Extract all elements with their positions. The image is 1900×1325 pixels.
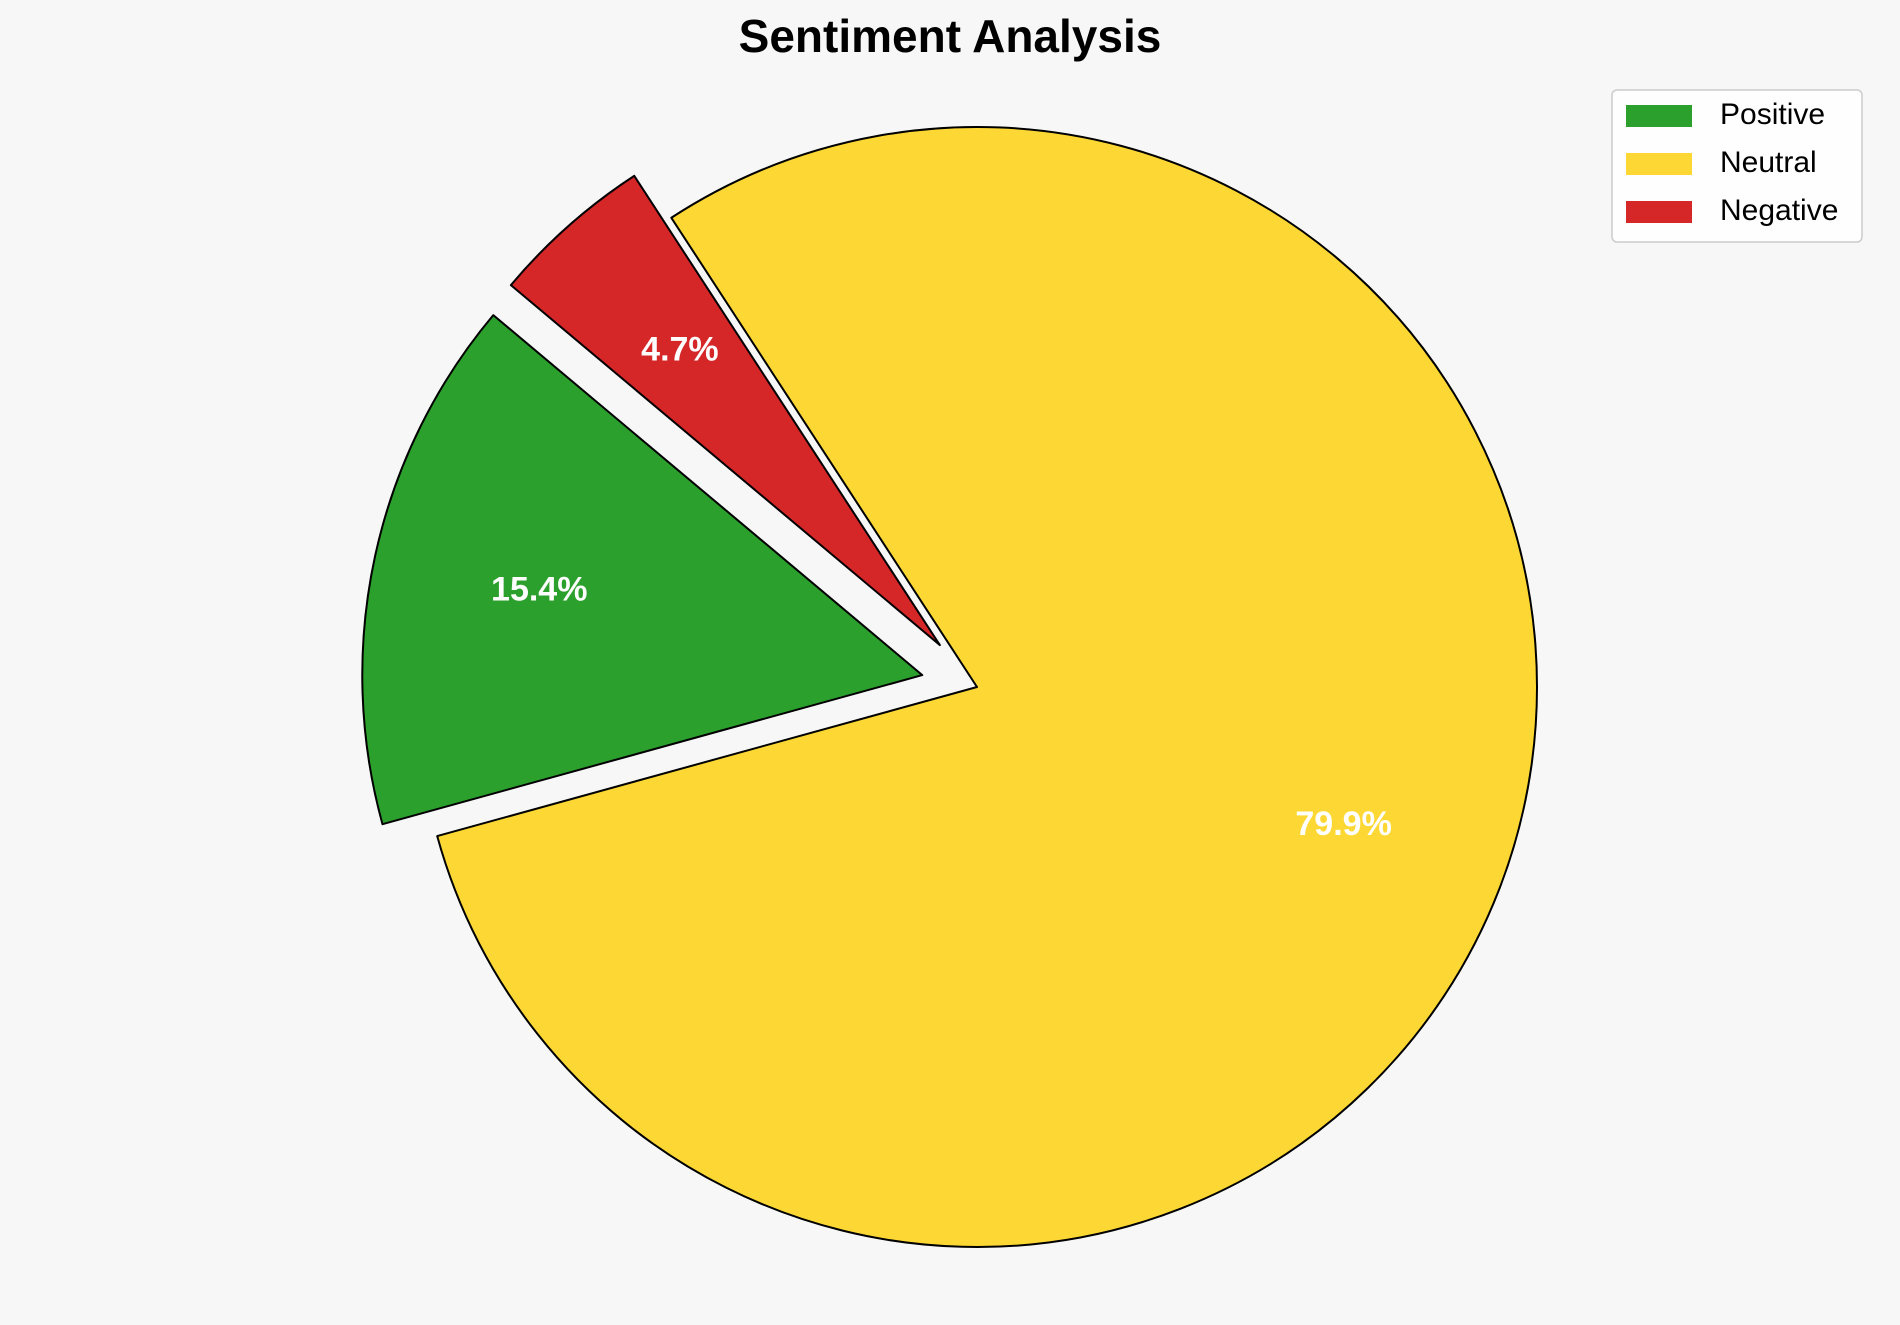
value-label: 4.7% — [641, 331, 719, 369]
pie-slice — [509, 174, 941, 647]
chart-title: Sentiment Analysis — [739, 10, 1162, 62]
legend-label: Negative — [1720, 194, 1838, 227]
value-label: 79.9% — [1295, 805, 1391, 843]
value-label: 15.4% — [491, 571, 587, 609]
pie-slice — [361, 314, 924, 826]
legend-label: Positive — [1720, 98, 1825, 131]
legend-label: Neutral — [1720, 146, 1817, 179]
legend-swatch — [1626, 201, 1692, 223]
pie-slice — [436, 126, 1538, 1248]
legend-swatch — [1626, 153, 1692, 175]
legend-swatch — [1626, 105, 1692, 127]
